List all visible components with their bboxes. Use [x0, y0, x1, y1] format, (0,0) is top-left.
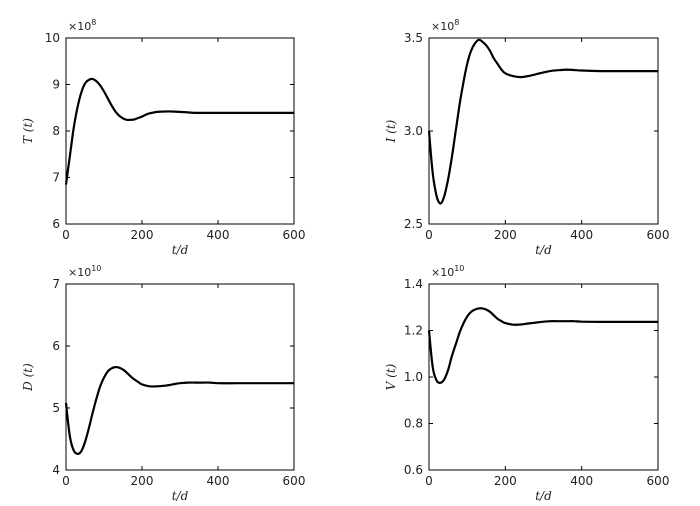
x-tick-label: 600: [283, 474, 306, 488]
y-axis-label: V (t): [384, 363, 398, 390]
scale-exponent: 8: [454, 18, 459, 27]
x-tick-label: 600: [647, 228, 670, 242]
x-axis-label: t/d: [172, 489, 189, 503]
x-axis-label: t/d: [172, 243, 189, 257]
panel-3: 0 200 400 600 4 5 6 7 ×1010 t/d D (t): [21, 264, 305, 503]
x-tick-label: 200: [131, 474, 154, 488]
y-tick-label: 1.4: [404, 277, 423, 291]
x-tick-label: 200: [494, 228, 517, 242]
plot-frame: [428, 283, 659, 471]
scale-base: ×10: [431, 266, 454, 279]
scale-exponent: 8: [91, 18, 96, 27]
y-tick-label: 7: [52, 277, 60, 291]
y-tick-label: 2.5: [404, 217, 423, 231]
y-axis-label: T (t): [21, 118, 35, 144]
plot-frame: [65, 37, 295, 225]
plot-frame: [428, 37, 659, 225]
x-tick-label: 400: [570, 474, 593, 488]
y-tick-label: 4: [52, 463, 60, 477]
y-tick-label: 5: [52, 401, 60, 415]
x-tick-label: 400: [207, 474, 230, 488]
y-axis-label: I (t): [384, 119, 398, 143]
scale-base: ×10: [68, 266, 91, 279]
y-tick-label: 9: [52, 78, 60, 92]
plot-frame: [65, 283, 295, 471]
x-tick-label: 0: [62, 474, 70, 488]
axis-scale-note: ×1010: [68, 264, 101, 279]
scale-base: ×10: [68, 20, 91, 33]
series-line: [64, 77, 294, 185]
y-tick-label: 8: [52, 124, 60, 138]
axis-scale-note: ×108: [68, 18, 96, 33]
x-axis-label: t/d: [535, 489, 552, 503]
scale-base: ×10: [431, 20, 454, 33]
scale-exponent: 10: [454, 264, 464, 273]
y-tick-label: 7: [52, 171, 60, 185]
x-tick-label: 400: [570, 228, 593, 242]
series-line: [64, 365, 294, 456]
x-tick-label: 600: [647, 474, 670, 488]
y-tick-label: 0.8: [404, 417, 423, 431]
y-tick-label: 0.6: [404, 463, 423, 477]
scale-exponent: 10: [91, 264, 101, 273]
x-tick-label: 0: [425, 474, 433, 488]
x-tick-label: 0: [62, 228, 70, 242]
axis-scale-note: ×1010: [431, 264, 464, 279]
y-axis-label: D (t): [21, 363, 35, 392]
x-tick-label: 600: [283, 228, 306, 242]
y-tick-label: 6: [52, 217, 60, 231]
y-tick-label: 3.5: [404, 31, 423, 45]
y-tick-label: 1.0: [404, 370, 423, 384]
series-line: [427, 307, 658, 384]
y-tick-label: 6: [52, 339, 60, 353]
x-tick-label: 200: [131, 228, 154, 242]
panel-2: 0 200 400 600 2.5 3.0 3.5 ×108 t/d I (t): [384, 18, 669, 257]
x-axis-label: t/d: [535, 243, 552, 257]
x-tick-label: 400: [207, 228, 230, 242]
y-tick-label: 10: [45, 31, 60, 45]
y-tick-label: 1.2: [404, 324, 423, 338]
x-tick-label: 0: [425, 228, 433, 242]
axis-scale-note: ×108: [431, 18, 459, 33]
series-line: [427, 38, 658, 205]
panel-4: 0 200 400 600 0.6 0.8 1.0 1.2 1.4 ×1010 t/d V (t): [384, 264, 669, 503]
y-tick-label: 3.0: [404, 124, 423, 138]
x-tick-label: 200: [494, 474, 517, 488]
